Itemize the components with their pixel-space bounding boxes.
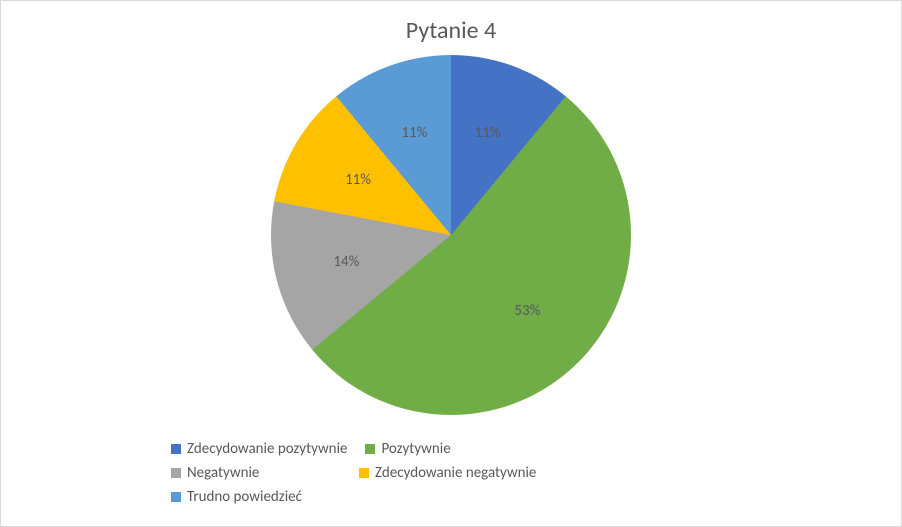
slice-label: 11% [475, 124, 501, 142]
legend-swatch [359, 468, 369, 478]
legend-label: Zdecydowanie negatywnie [375, 464, 536, 482]
legend-label: Negatywnie [187, 464, 259, 482]
legend-swatch [171, 444, 181, 454]
legend-swatch [171, 492, 181, 502]
legend-item: Negatywnie [171, 464, 341, 482]
legend-swatch [171, 468, 181, 478]
legend-item: Pozytywnie [365, 440, 535, 458]
chart-title: Pytanie 4 [406, 16, 496, 45]
legend: Zdecydowanie pozytywnie Pozytywnie Negatyw… [171, 440, 731, 512]
legend-label: Pozytywnie [381, 440, 450, 458]
legend-label: Zdecydowanie pozytywnie [187, 440, 347, 458]
slice-label: 11% [345, 171, 371, 189]
legend-row: Zdecydowanie pozytywnie Pozytywnie Negatyw… [171, 440, 731, 512]
legend-item: Trudno powiedzieć [171, 488, 341, 506]
slice-label: 14% [333, 253, 359, 271]
slice-label: 11% [401, 124, 427, 142]
pie-graphic [271, 55, 631, 415]
legend-item: Zdecydowanie pozytywnie [171, 440, 347, 458]
pie-chart: 11% 53% 14% 11% 11% [271, 55, 631, 415]
slice-label: 53% [514, 302, 540, 320]
chart-frame: Pytanie 4 11% 53% 14% 11% 11% Zdecydowanie p… [0, 0, 902, 527]
legend-swatch [365, 444, 375, 454]
legend-item: Zdecydowanie negatywnie [359, 464, 536, 482]
legend-label: Trudno powiedzieć [187, 488, 302, 506]
